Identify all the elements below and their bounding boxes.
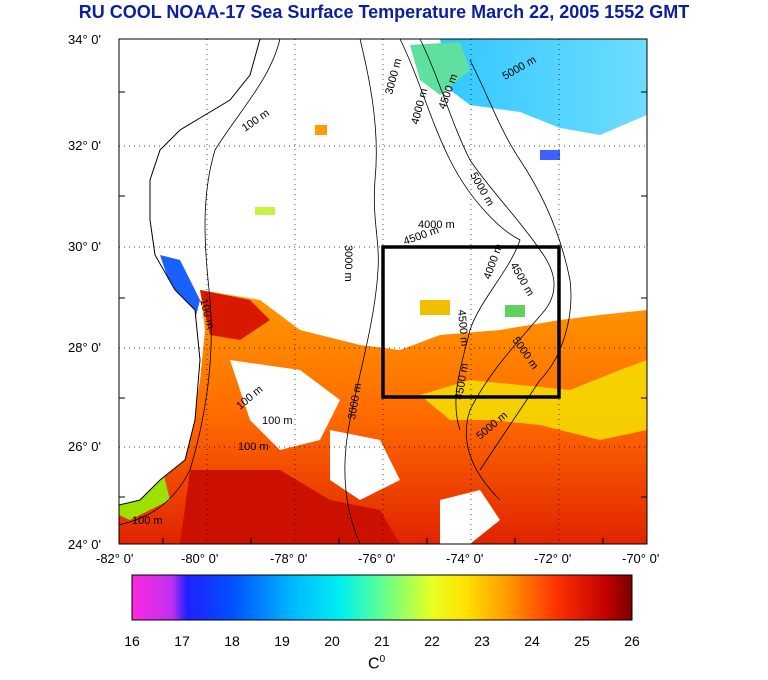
lon-label: -78° 0' <box>270 551 307 566</box>
lat-label: 26° 0' <box>68 439 101 454</box>
colorbar-tick-label: 20 <box>324 633 340 649</box>
sst-red-keys <box>180 470 400 544</box>
lat-label: 30° 0' <box>68 239 101 254</box>
colorbar: 16 17 18 19 20 21 22 23 24 25 26 <box>124 574 640 649</box>
contour-label: 4000 m <box>418 219 455 231</box>
lon-label: -72° 0' <box>534 551 571 566</box>
sst-field <box>119 39 647 544</box>
colorbar-tick-label: 17 <box>174 633 190 649</box>
coastline <box>118 38 261 506</box>
cloud-mask <box>230 360 340 450</box>
colorbar-ticks: 16 17 18 19 20 21 22 23 24 25 26 <box>124 633 640 649</box>
contour-label: 4500 m <box>455 309 470 347</box>
cloud-mask-3 <box>440 490 500 544</box>
sst-patch <box>255 207 275 215</box>
lon-label: -80° 0' <box>181 551 218 566</box>
colorbar-tick-label: 18 <box>224 633 240 649</box>
sst-coastal-cold <box>160 255 200 320</box>
contour-label: 100 m <box>262 415 293 427</box>
colorbar-tick-label: 25 <box>574 633 590 649</box>
colorbar-tick-label: 16 <box>124 633 140 649</box>
sst-patch <box>420 300 450 315</box>
sst-patch <box>505 305 525 317</box>
colorbar-unit: C0 <box>368 654 385 673</box>
colorbar-unit-sup: 0 <box>379 654 386 665</box>
contour-5000m <box>469 59 572 471</box>
sst-patch <box>315 125 327 135</box>
lat-label: 24° 0' <box>68 537 101 552</box>
colorbar-tick-label: 23 <box>474 633 490 649</box>
bathymetry-contours <box>118 38 572 545</box>
sst-cool-region <box>440 39 647 135</box>
study-region-box <box>381 245 561 399</box>
colorbar-tick-label: 19 <box>274 633 290 649</box>
contour-label: 100 m <box>238 441 269 453</box>
colorbar-tick-label: 22 <box>424 633 440 649</box>
lon-label: -76° 0' <box>358 551 395 566</box>
lat-label: 34° 0' <box>68 32 101 47</box>
sst-map: 100 m 100 m 100 m 100 m 100 m 100 m 3000… <box>68 32 659 566</box>
lat-label: 32° 0' <box>68 138 101 153</box>
page-title: RU COOL NOAA-17 Sea Surface Temperature … <box>78 2 690 22</box>
colorbar-ramp <box>131 574 633 621</box>
lon-label: -82° 0' <box>96 551 133 566</box>
contour-label: 3000 m <box>342 245 354 282</box>
sst-patch <box>540 150 560 160</box>
colorbar-tick-label: 26 <box>624 633 640 649</box>
contour-3000m <box>344 38 379 545</box>
colorbar-tick-label: 21 <box>374 633 390 649</box>
contour-4500m <box>419 38 555 501</box>
contour-100m <box>118 38 281 526</box>
tick-marks <box>119 91 647 544</box>
colorbar-unit-label: C <box>368 655 380 673</box>
map-frame <box>118 38 648 545</box>
cloud-mask-2 <box>330 430 400 500</box>
sst-green-patch <box>410 42 470 95</box>
lon-label: -70° 0' <box>622 551 659 566</box>
lon-label: -74° 0' <box>446 551 483 566</box>
colorbar-tick-label: 24 <box>524 633 540 649</box>
sst-yellow-band <box>420 360 647 440</box>
sst-red-core <box>200 290 270 340</box>
lat-label: 28° 0' <box>68 340 101 355</box>
contour-label: 100 m <box>132 515 163 527</box>
contour-4000m <box>399 38 521 431</box>
